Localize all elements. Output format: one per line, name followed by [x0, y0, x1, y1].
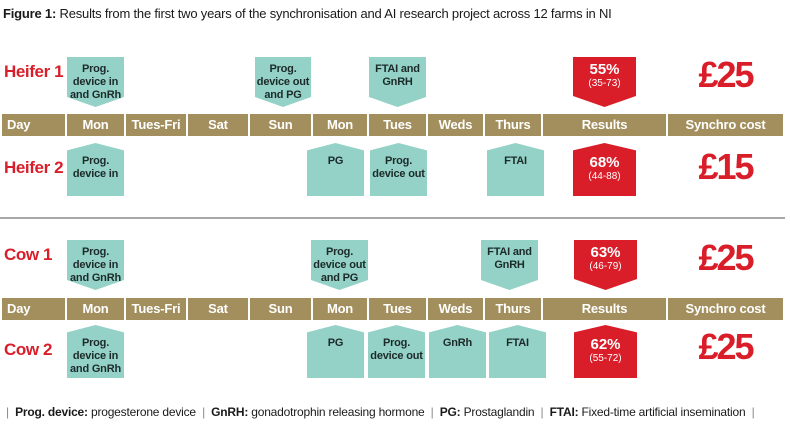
event-heifer-2-thurs: FTAI — [487, 143, 544, 196]
result-pct: 55% — [589, 61, 620, 78]
header-cell-thurs: Thurs — [485, 114, 541, 136]
event-heifer-1-tues: FTAI and GnRH — [369, 57, 426, 107]
result-pct: 62% — [590, 336, 621, 353]
legend-separator: | — [430, 405, 434, 419]
header-cell-synchro-cost: Synchro cost — [668, 298, 783, 320]
header-cell-tues-fri: Tues-Fri — [126, 114, 186, 136]
result-range: (35-73) — [588, 78, 621, 89]
legend-term: FTAI: — [549, 405, 579, 419]
result-range: (44-88) — [588, 171, 621, 182]
header-cell-tues: Tues — [369, 298, 426, 320]
event-cow-2-weds: GnRh — [429, 325, 486, 378]
header-cell-mon: Mon — [67, 298, 124, 320]
event-cow-2-mon-2: PG — [307, 325, 364, 378]
event-heifer-2-mon: Prog. device in — [67, 143, 124, 196]
legend-separator: | — [751, 405, 755, 419]
legend-footer: | Prog. device: progesterone device | Gn… — [3, 405, 758, 419]
legend-separator: | — [6, 405, 9, 419]
result-heifer-1: 55% (35-73) — [573, 57, 636, 107]
header-cell-mon-2: Mon — [313, 114, 367, 136]
header-cell-results: Results — [543, 298, 666, 320]
header-cell-results: Results — [543, 114, 666, 136]
header-cell-day: Day — [2, 298, 65, 320]
cost-heifer-2: £15 — [698, 146, 754, 187]
header-cell-synchro-cost: Synchro cost — [668, 114, 783, 136]
event-cow-2-tues: Prog. device out — [368, 325, 425, 378]
legend-separator: | — [202, 405, 205, 419]
header-cell-weds: Weds — [428, 114, 483, 136]
event-heifer-2-tues: Prog. device out — [370, 143, 427, 196]
event-cow-1-mon-2: Prog. device out and PG — [311, 240, 368, 290]
event-cow-1-thurs: FTAI and GnRH — [481, 240, 538, 290]
legend-definition: Prostaglandin — [463, 405, 535, 419]
result-cow-1: 63% (46-79) — [574, 240, 637, 290]
event-heifer-2-mon-2: PG — [307, 143, 364, 196]
section-divider — [0, 217, 785, 219]
header-cell-mon-2: Mon — [313, 298, 367, 320]
cost-heifer-1: £25 — [698, 54, 754, 95]
cost-cow-2: £25 — [698, 326, 754, 367]
legend-definition: Fixed-time artificial insemination — [581, 405, 746, 419]
legend-separator: | — [540, 405, 544, 419]
caption-label: Figure 1: — [3, 6, 57, 21]
legend-definition: progesterone device — [90, 405, 196, 419]
row-label-cow-2: Cow 2 — [4, 340, 53, 359]
legend-definition: gonadotrophin releasing hormone — [251, 405, 425, 419]
result-range: (55-72) — [589, 353, 622, 364]
cost-cow-1: £25 — [698, 237, 754, 278]
row-label-heifer-2: Heifer 2 — [4, 158, 64, 177]
header-cell-sat: Sat — [188, 114, 248, 136]
header-cell-mon: Mon — [67, 114, 124, 136]
row-label-cow-1: Cow 1 — [4, 245, 53, 264]
header-cell-tues-fri: Tues-Fri — [126, 298, 186, 320]
legend-term: Prog. device: — [15, 405, 88, 419]
event-cow-1-mon: Prog. device in and GnRh — [67, 240, 124, 290]
day-bar-heifers: Day Mon Tues-Fri Sat Sun Mon Tues Weds T… — [2, 114, 783, 136]
figure-caption: Figure 1: Results from the first two yea… — [3, 6, 612, 21]
header-cell-weds: Weds — [428, 298, 483, 320]
header-cell-tues: Tues — [369, 114, 426, 136]
event-heifer-1-mon: Prog. device in and GnRh — [67, 57, 124, 107]
day-bar-cows: Day Mon Tues-Fri Sat Sun Mon Tues Weds T… — [2, 298, 783, 320]
legend-term: PG: — [439, 405, 461, 419]
row-label-heifer-1: Heifer 1 — [4, 62, 64, 81]
result-cow-2: 62% (55-72) — [574, 325, 637, 378]
header-cell-sun: Sun — [250, 298, 311, 320]
result-pct: 68% — [589, 154, 620, 171]
event-cow-2-mon: Prog. device in and GnRh — [67, 325, 124, 378]
result-heifer-2: 68% (44-88) — [573, 143, 636, 196]
header-cell-day: Day — [2, 114, 65, 136]
result-pct: 63% — [590, 244, 621, 261]
header-cell-sun: Sun — [250, 114, 311, 136]
caption-text: Results from the first two years of the … — [59, 6, 612, 21]
event-cow-2-thurs: FTAI — [489, 325, 546, 378]
header-cell-sat: Sat — [188, 298, 248, 320]
legend-term: GnRH: — [211, 405, 249, 419]
event-heifer-1-sun: Prog. device out and PG — [255, 57, 311, 107]
result-range: (46-79) — [589, 261, 622, 272]
header-cell-thurs: Thurs — [485, 298, 541, 320]
